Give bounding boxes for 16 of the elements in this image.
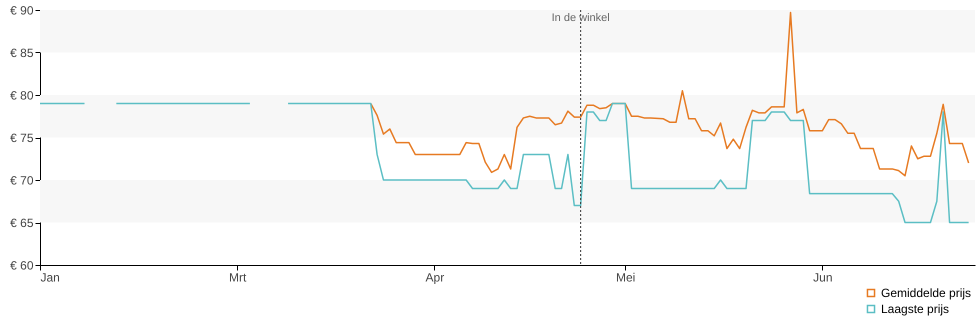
y-tick-label: € 75 [10,131,34,145]
legend-label: Gemiddelde prijs [881,286,972,300]
y-tick-label: € 90 [10,4,34,18]
x-tick-label: Jan [40,270,60,284]
x-tick-label: Apr [426,270,444,284]
y-tick-label: € 70 [10,174,34,188]
line-series [370,12,970,176]
y-tick-label: € 85 [10,46,34,60]
y-tick-label: € 80 [10,88,34,102]
ref-line-label: In de winkel [552,12,610,24]
y-tick-label: € 60 [10,258,34,272]
x-tick-label: Mei [616,270,636,284]
x-tick-label: Mrt [229,270,248,284]
x-tick-label: Jun [813,270,833,284]
legend-label: Laagste prijs [881,302,950,316]
y-tick-label: € 65 [10,216,34,230]
